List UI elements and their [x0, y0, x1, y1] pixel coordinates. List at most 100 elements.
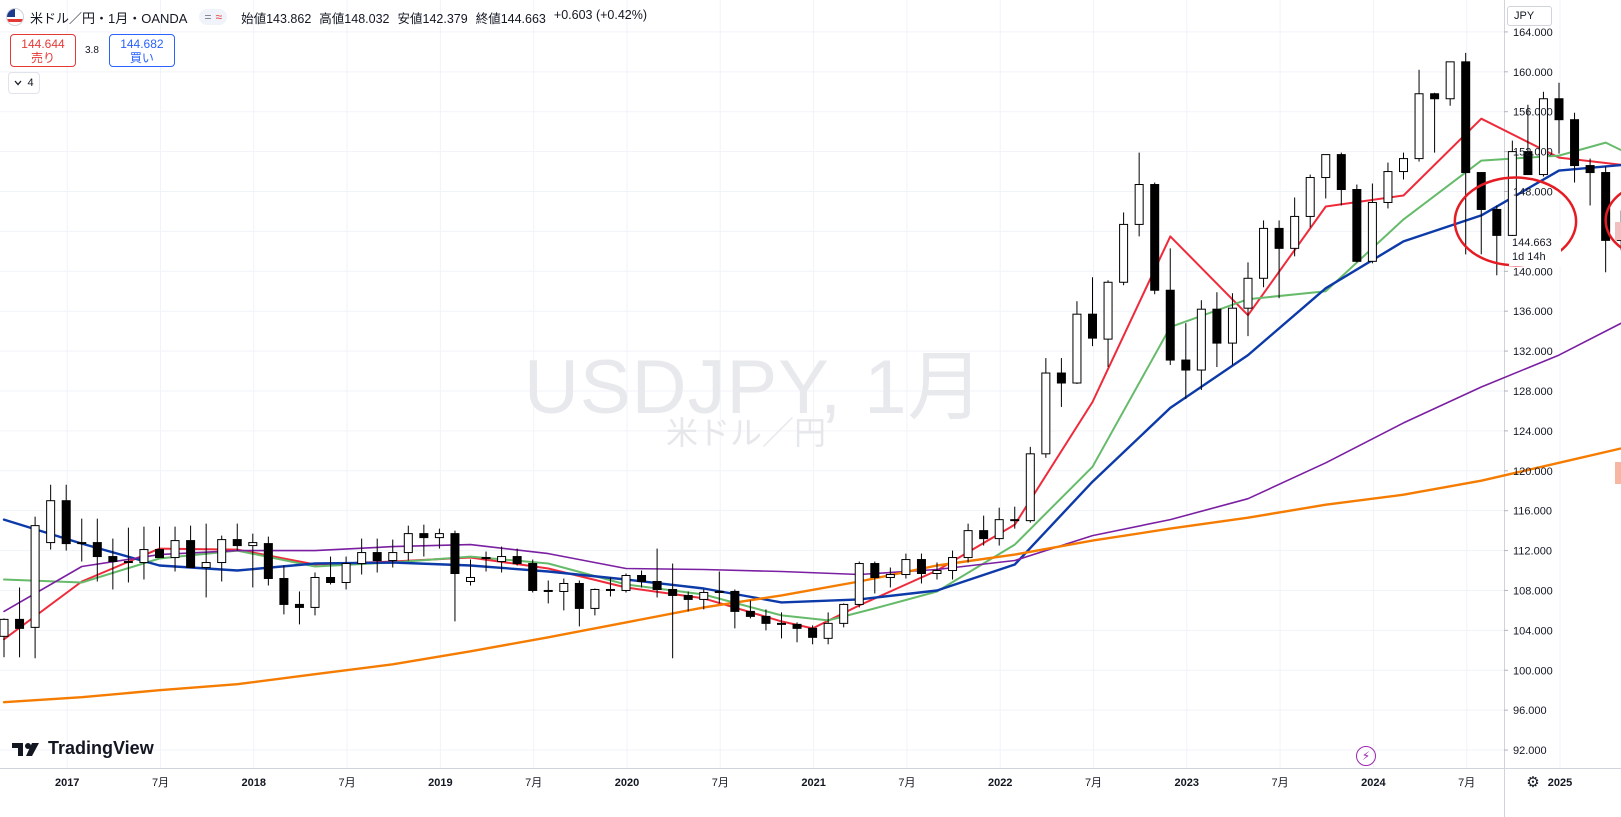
candle [155, 526, 164, 559]
candle-body [1243, 277, 1253, 309]
indicator-toggle-button[interactable]: 4 [8, 72, 40, 94]
candle-body [1196, 308, 1206, 371]
symbol-watermark: USDJPY, 1月 [524, 345, 985, 430]
candle [792, 622, 802, 643]
candle-body [730, 590, 740, 612]
price-tick-label: 132.000 [1513, 346, 1553, 358]
candle [901, 553, 911, 579]
gear-icon[interactable]: ⚙ [1526, 774, 1540, 791]
candle [1523, 104, 1533, 176]
time-tick-label: 7月 [898, 777, 915, 789]
candle-body [434, 533, 444, 539]
candle [232, 523, 242, 551]
currency-selector[interactable]: JPY [1507, 6, 1552, 26]
symbol-title[interactable]: 米ドル／円・1月・OANDA [30, 10, 188, 26]
candle [15, 587, 25, 658]
candle-body [512, 556, 522, 565]
price-tick-label: 152.000 [1513, 147, 1553, 159]
candle-body [1134, 184, 1144, 225]
candle [1336, 152, 1346, 206]
candle-body [590, 588, 600, 609]
candle-body [777, 622, 786, 625]
candle-body [372, 552, 382, 562]
candle [123, 527, 133, 583]
right-edge-marker [1615, 462, 1621, 484]
candle [1290, 197, 1300, 257]
candle [745, 600, 755, 619]
candle [605, 577, 615, 597]
candle-body [341, 563, 351, 583]
candle-body [621, 575, 631, 591]
candle [854, 561, 864, 608]
candle [1507, 140, 1517, 243]
candle [403, 525, 413, 561]
candle [1538, 91, 1548, 177]
candle [497, 546, 507, 573]
data-status-icon: ≈ [215, 10, 223, 24]
candle-body [92, 542, 102, 558]
candle-body [574, 582, 584, 609]
candle-body [948, 557, 958, 572]
last-price-label: 144.663 1d 14h [1509, 236, 1561, 266]
candle-body [15, 618, 25, 629]
candle [139, 526, 149, 580]
candle [279, 565, 289, 615]
time-tick-label: 7月 [339, 777, 356, 789]
price-tick-label: 120.000 [1513, 466, 1553, 478]
candle [1274, 220, 1284, 299]
candle-body [217, 539, 227, 564]
candle-body [1119, 223, 1129, 283]
candle-body [481, 557, 491, 560]
lightning-icon[interactable]: ⚡ [1356, 746, 1376, 766]
tradingview-logo[interactable]: TradingView [12, 738, 154, 759]
candle [574, 580, 584, 627]
candle [61, 484, 71, 551]
candle-body [294, 603, 304, 608]
candle [0, 618, 9, 658]
status-badge[interactable]: = ≈ [199, 9, 228, 25]
candle [948, 550, 958, 580]
candle-body [1430, 93, 1440, 100]
time-tick-label: 7月 [1085, 777, 1102, 789]
candle-body [1274, 227, 1284, 249]
candle-body [1336, 154, 1346, 191]
time-tick-label: 2023 [1175, 777, 1199, 789]
candle-body [450, 533, 460, 575]
candle-body [932, 570, 942, 575]
time-tick-label: 7月 [1272, 777, 1289, 789]
candle-body [1072, 313, 1082, 384]
candle [1352, 184, 1362, 263]
candle-body [1010, 519, 1020, 522]
candle-body [1570, 119, 1580, 167]
grid-lines [0, 0, 1561, 768]
candle-body [1305, 177, 1315, 217]
candle [1041, 358, 1051, 458]
candle-body [979, 530, 989, 540]
candle-body [901, 559, 911, 576]
candle-body [1227, 307, 1237, 344]
ohlc-close: 終値144.663 [475, 11, 546, 26]
sell-button[interactable]: 144.644 売り [10, 34, 76, 67]
tradingview-logo-icon [12, 742, 39, 756]
time-tick-label: 7月 [1458, 777, 1475, 789]
buy-button[interactable]: 144.682 買い [108, 34, 175, 67]
candle-body [683, 594, 693, 600]
candle [30, 516, 40, 659]
candle-body [714, 590, 724, 593]
candle-body [963, 530, 973, 559]
price-tick-label: 100.000 [1513, 665, 1553, 677]
price-tick-label: 128.000 [1513, 386, 1553, 398]
candle-body [1103, 281, 1113, 340]
candle-body [652, 580, 662, 590]
candle-body [559, 582, 569, 592]
candle [217, 535, 227, 582]
candle [1414, 69, 1424, 162]
candle-body [419, 533, 429, 539]
candle [1150, 182, 1160, 295]
candle [963, 523, 973, 563]
candle [839, 603, 849, 628]
candle [481, 551, 491, 572]
annotation-circle [1604, 191, 1621, 250]
sell-label: 売り [30, 50, 55, 65]
